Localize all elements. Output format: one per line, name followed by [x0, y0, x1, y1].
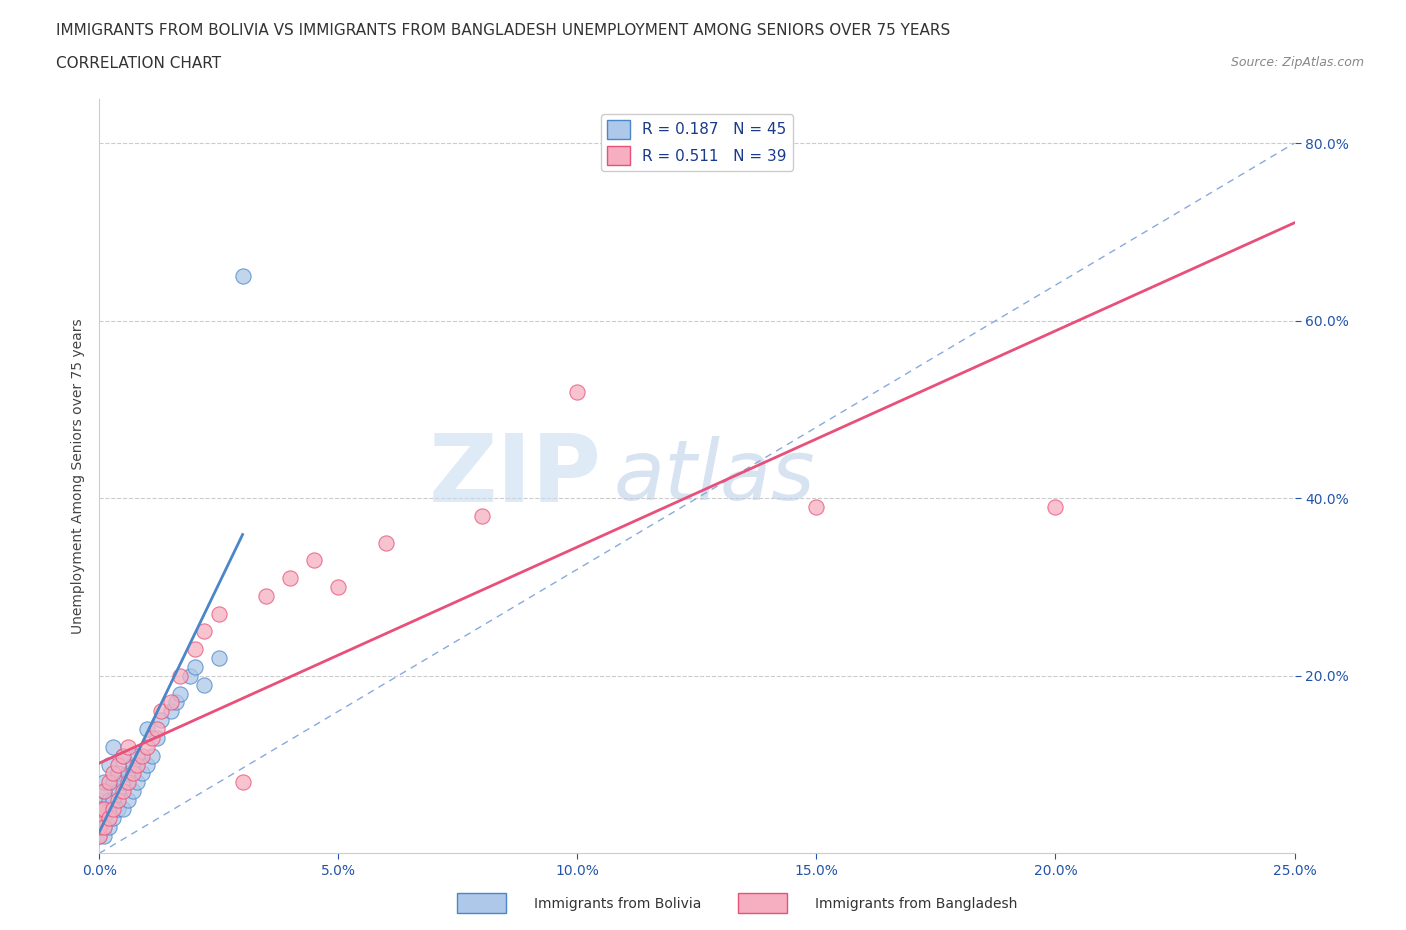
Point — [208, 651, 231, 666]
Point — [127, 775, 149, 790]
Point — [107, 766, 129, 781]
Text: Immigrants from Bolivia: Immigrants from Bolivia — [534, 897, 702, 911]
Point — [93, 784, 115, 799]
Point — [112, 775, 135, 790]
Point — [145, 722, 167, 737]
Point — [97, 810, 120, 825]
Point — [112, 749, 135, 764]
Text: CORRELATION CHART: CORRELATION CHART — [56, 56, 221, 71]
Point — [160, 704, 183, 719]
Point — [89, 802, 111, 817]
Point — [193, 677, 215, 692]
Point — [89, 829, 111, 844]
Point — [97, 819, 120, 834]
Point — [160, 695, 183, 710]
Point — [93, 819, 115, 834]
Point — [179, 669, 201, 684]
Point — [103, 739, 125, 754]
Point — [97, 792, 120, 807]
Point — [89, 792, 111, 807]
Point — [97, 802, 120, 817]
Point — [93, 819, 115, 834]
Point — [280, 571, 302, 586]
Point — [93, 802, 115, 817]
Point — [93, 802, 115, 817]
Point — [806, 499, 828, 514]
Point — [89, 829, 111, 844]
Point — [150, 704, 173, 719]
Point — [93, 829, 115, 844]
Point — [127, 749, 149, 764]
Point — [112, 802, 135, 817]
Text: atlas: atlas — [613, 435, 814, 516]
Point — [141, 731, 163, 746]
Text: IMMIGRANTS FROM BOLIVIA VS IMMIGRANTS FROM BANGLADESH UNEMPLOYMENT AMONG SENIORS: IMMIGRANTS FROM BOLIVIA VS IMMIGRANTS FR… — [56, 23, 950, 38]
Point — [89, 819, 111, 834]
Point — [89, 810, 111, 825]
Point — [136, 722, 159, 737]
Point — [375, 535, 398, 550]
Point — [93, 784, 115, 799]
Point — [150, 712, 173, 727]
Point — [97, 775, 120, 790]
Point — [89, 819, 111, 834]
Point — [103, 775, 125, 790]
Point — [232, 775, 254, 790]
Y-axis label: Unemployment Among Seniors over 75 years: Unemployment Among Seniors over 75 years — [72, 318, 86, 634]
Point — [136, 757, 159, 772]
Point — [131, 749, 153, 764]
Point — [121, 766, 143, 781]
Point — [471, 509, 494, 524]
Point — [89, 802, 111, 817]
Point — [93, 775, 115, 790]
Point — [145, 731, 167, 746]
Point — [117, 739, 139, 754]
Point — [165, 695, 187, 710]
Point — [112, 784, 135, 799]
Point — [121, 784, 143, 799]
Legend: R = 0.187   N = 45, R = 0.511   N = 39: R = 0.187 N = 45, R = 0.511 N = 39 — [600, 113, 793, 171]
Point — [567, 384, 589, 399]
Point — [117, 766, 139, 781]
Text: Immigrants from Bangladesh: Immigrants from Bangladesh — [815, 897, 1018, 911]
Point — [97, 757, 120, 772]
Point — [193, 624, 215, 639]
Point — [169, 669, 191, 684]
Point — [107, 757, 129, 772]
Point — [127, 757, 149, 772]
Text: Source: ZipAtlas.com: Source: ZipAtlas.com — [1230, 56, 1364, 69]
Point — [1045, 499, 1067, 514]
Point — [256, 589, 278, 604]
Point — [103, 810, 125, 825]
Point — [184, 659, 207, 674]
Point — [169, 686, 191, 701]
Point — [103, 802, 125, 817]
Point — [136, 739, 159, 754]
Point — [121, 757, 143, 772]
Point — [117, 775, 139, 790]
Text: ZIP: ZIP — [429, 430, 602, 522]
Point — [208, 606, 231, 621]
Point — [131, 766, 153, 781]
Point — [141, 749, 163, 764]
Point — [232, 269, 254, 284]
Point — [112, 749, 135, 764]
Point — [103, 792, 125, 807]
Point — [103, 766, 125, 781]
Point — [93, 810, 115, 825]
Point — [117, 792, 139, 807]
Point — [107, 802, 129, 817]
Point — [107, 792, 129, 807]
Point — [328, 579, 350, 594]
Point — [184, 642, 207, 657]
Point — [304, 553, 326, 568]
Point — [89, 810, 111, 825]
Point — [107, 784, 129, 799]
